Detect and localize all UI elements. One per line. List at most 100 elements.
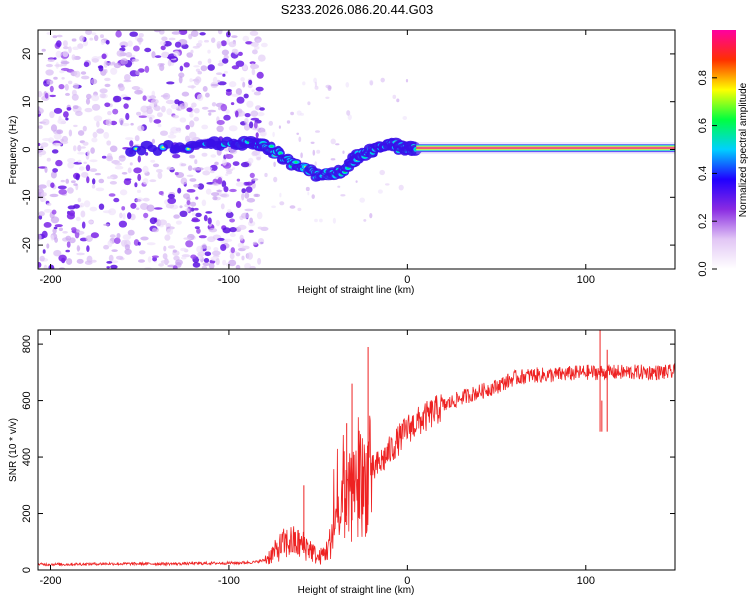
ridge-blob-core: [270, 145, 273, 148]
noise-blob: [251, 89, 255, 93]
noise-blob: [53, 226, 58, 230]
noise-blob: [208, 262, 215, 269]
noise-blob: [114, 165, 124, 170]
noise-blob: [118, 118, 125, 124]
noise-blob: [73, 83, 79, 89]
noise-blob: [131, 58, 140, 62]
noise-blob: [106, 140, 112, 146]
spectrogram-plot-area: [38, 30, 675, 269]
noise-blob: [127, 212, 132, 220]
noise-blob: [41, 230, 48, 238]
noise-blob: [257, 226, 263, 230]
noise-blob: [206, 246, 212, 251]
noise-blob: [220, 40, 227, 47]
noise-blob: [56, 40, 62, 48]
noise-blob: [106, 266, 110, 269]
noise-blob: [207, 49, 211, 54]
noise-blob: [242, 63, 248, 71]
ridge-blob-core: [134, 147, 138, 150]
noise-blob: [89, 37, 94, 41]
noise-blob: [200, 65, 208, 72]
noise-blob: [103, 131, 110, 139]
noise-blob: [74, 231, 80, 239]
noise-blob: [58, 84, 65, 90]
noise-blob: [192, 167, 201, 171]
noise-blob: [152, 163, 160, 168]
noise-blob: [164, 234, 171, 241]
noise-blob: [196, 245, 204, 253]
noise-blob: [124, 248, 132, 255]
noise-blob: [110, 120, 118, 126]
noise-blob: [345, 82, 350, 88]
noise-blob: [235, 88, 242, 96]
noise-blob: [106, 261, 113, 264]
noise-blob: [245, 181, 253, 186]
noise-blob: [180, 256, 187, 260]
noise-blob: [207, 58, 212, 64]
noise-blob: [240, 77, 245, 82]
noise-blob: [259, 131, 266, 136]
noise-blob: [212, 76, 218, 84]
noise-blob: [81, 75, 90, 80]
y-tick-label: 600: [21, 391, 33, 409]
noise-blob: [45, 69, 54, 76]
noise-blob: [177, 187, 182, 194]
noise-blob: [82, 125, 87, 132]
noise-blob: [80, 146, 86, 149]
noise-blob: [193, 207, 199, 211]
noise-blob: [289, 205, 296, 209]
noise-blob: [229, 233, 236, 237]
noise-blob: [256, 211, 263, 220]
noise-blob: [222, 158, 227, 166]
noise-blob: [133, 167, 142, 174]
colorbar-tick-label: 0.6: [697, 118, 709, 133]
noise-blob: [54, 64, 64, 67]
snr-frame: [37, 329, 676, 571]
noise-blob: [221, 180, 227, 188]
noise-blob: [55, 249, 61, 256]
noise-blob: [190, 254, 197, 259]
noise-blob: [90, 232, 99, 239]
noise-blob: [221, 49, 229, 56]
noise-blob: [189, 201, 197, 207]
noise-blob: [246, 100, 254, 108]
noise-blob: [161, 51, 170, 58]
noise-blob: [217, 237, 225, 241]
noise-blob: [173, 214, 180, 219]
noise-blob: [241, 212, 250, 219]
x-tick-label: 0: [404, 575, 410, 587]
noise-blob: [196, 93, 204, 102]
noise-blob: [201, 199, 207, 207]
noise-blob: [330, 138, 336, 145]
noise-blob: [340, 194, 346, 197]
noise-blob: [186, 107, 193, 113]
x-tick-label: -200: [39, 274, 61, 286]
noise-blob: [130, 202, 137, 209]
noise-blob: [65, 117, 69, 121]
noise-blob: [235, 201, 242, 208]
noise-blob: [92, 178, 96, 185]
noise-blob: [196, 228, 201, 234]
noise-blob: [125, 52, 133, 58]
noise-blob: [75, 216, 81, 222]
noise-blob: [160, 45, 166, 51]
noise-blob: [77, 144, 82, 152]
noise-blob: [100, 39, 105, 45]
noise-blob: [208, 112, 212, 116]
noise-blob: [119, 189, 128, 196]
noise-blob: [258, 238, 265, 245]
noise-blob: [58, 254, 67, 262]
noise-blob: [205, 92, 210, 98]
noise-blob: [203, 258, 210, 263]
noise-blob: [191, 217, 199, 222]
noise-blob: [99, 88, 108, 94]
spectrogram-x-axis-label: Height of straight line (km): [298, 285, 415, 296]
noise-blob: [166, 81, 175, 85]
noise-blob: [363, 219, 367, 222]
noise-blob: [62, 231, 68, 234]
noise-blob: [255, 132, 259, 138]
noise-blob: [342, 150, 345, 154]
noise-blob: [153, 119, 162, 124]
noise-blob: [256, 112, 265, 117]
noise-blob: [346, 110, 351, 116]
